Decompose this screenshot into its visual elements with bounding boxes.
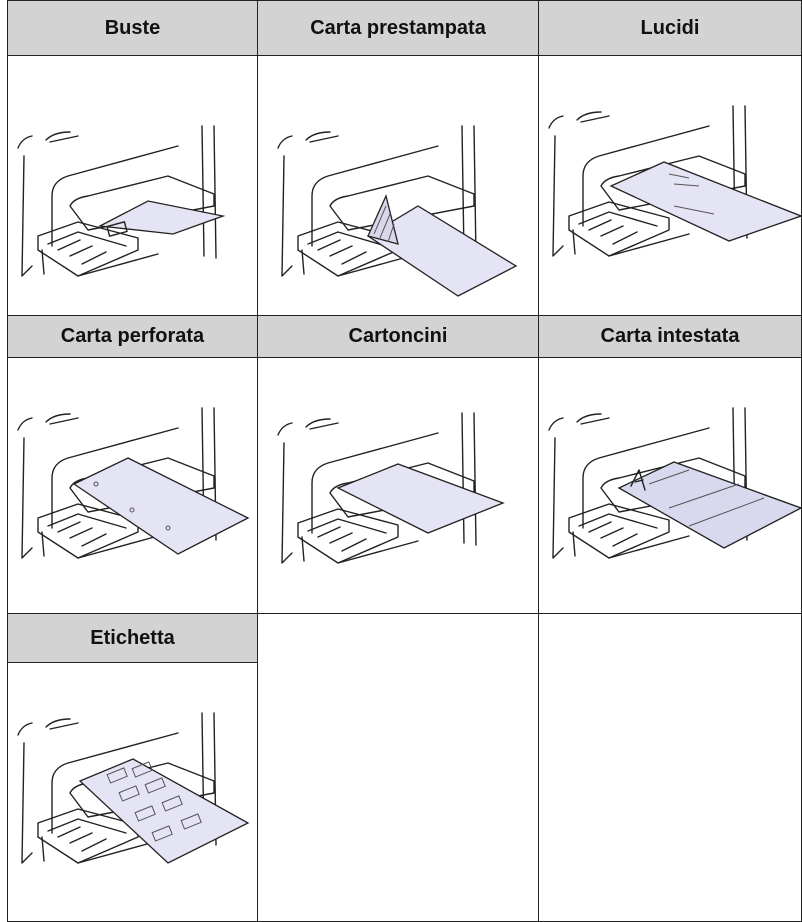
empty-cell (257, 613, 539, 922)
header-text: Lucidi (640, 16, 700, 39)
illustration (17, 712, 250, 864)
illustration (548, 407, 801, 559)
header-text: Carta prestampata (310, 16, 486, 39)
header-cell: Carta intestata (538, 315, 802, 358)
illustration (17, 407, 250, 559)
image-cell (7, 662, 258, 922)
header-cell: Cartoncini (257, 315, 539, 358)
illustration (277, 125, 518, 297)
header-text: Carta perforata (60, 325, 205, 347)
header-text: Buste (104, 16, 161, 39)
header-cell: Carta prestampata (257, 0, 539, 56)
image-cell (538, 357, 802, 614)
header-cell: Etichetta (7, 613, 258, 663)
image-cell (7, 55, 258, 316)
header-text: Carta intestata (600, 325, 740, 347)
header-cell: Carta perforata (7, 315, 258, 358)
illustration (548, 105, 801, 257)
image-cell (257, 357, 539, 614)
header-text: Etichetta (90, 626, 175, 649)
image-cell (538, 55, 802, 316)
header-text: Cartoncini (348, 325, 448, 347)
image-cell (7, 357, 258, 614)
header-cell: Buste (7, 0, 258, 56)
empty-cell (538, 613, 802, 922)
image-cell (257, 55, 539, 316)
illustration (17, 125, 226, 277)
illustration (277, 412, 505, 564)
header-cell: Lucidi (538, 0, 802, 56)
